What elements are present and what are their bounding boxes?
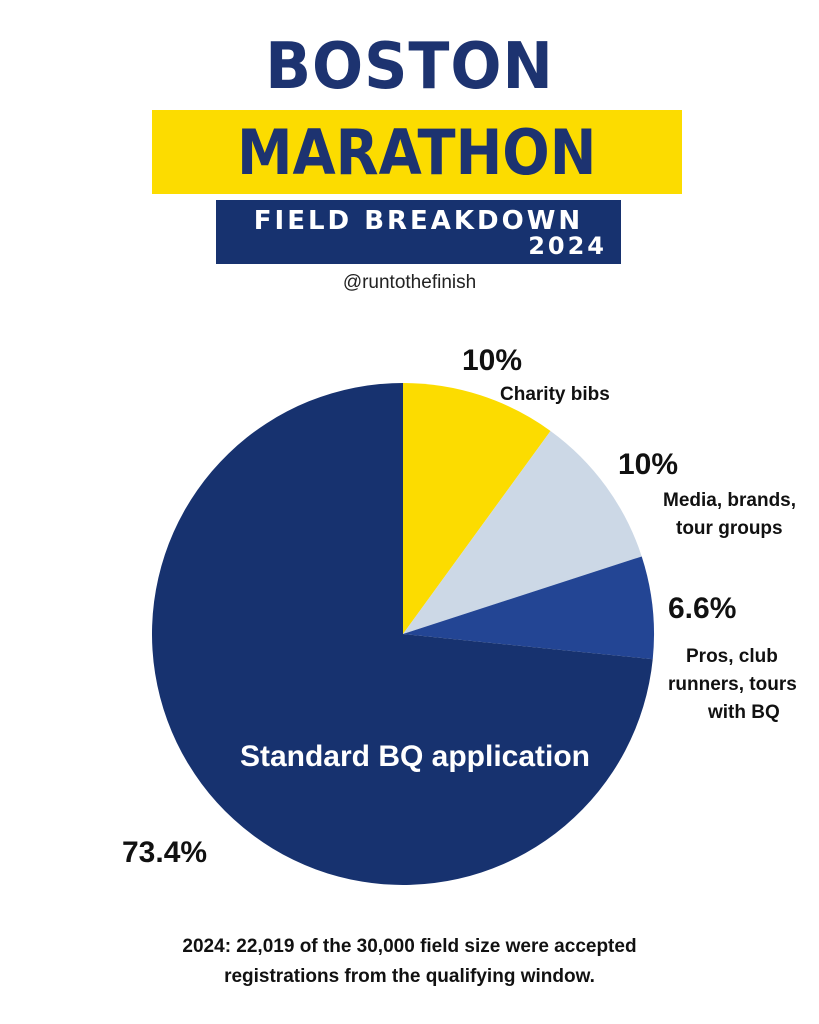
subtitle-field-breakdown: FIELD BREAKDOWN [253,206,584,236]
media-pct-label: 10% [618,448,679,481]
pie-slice-pros-club-runners-tours-with-bq [403,556,654,660]
footnote: 2024: 22,019 of the 30,000 field size we… [0,932,819,992]
charity-pct-label: 10% [462,344,523,377]
pros-name-label-2: runners, tours [668,674,797,695]
media-name-label-2: tour groups [676,518,783,539]
subtitle-navy-box [216,200,621,264]
pie-slice-media-brands-tour-groups [403,430,642,634]
footnote-line-1: 2024: 22,019 of the 30,000 field size we… [182,936,637,957]
title-boston: BOSTON [265,30,554,104]
pros-pct-label: 6.6% [668,592,737,625]
pros-name-label-1: Pros, club [686,646,778,667]
pros-name-label-3: with BQ [708,702,780,723]
standard-name-label: Standard BQ application [239,740,591,773]
media-name-label-1: Media, brands, [663,490,797,511]
pie-chart [151,383,654,885]
title-marathon: MARATHON [237,115,597,189]
standard-pct-label: 73.4% [122,836,208,869]
title-yellow-band [152,110,682,194]
footnote-line-2: registrations from the qualifying window… [224,966,595,987]
title-band: MARATHON [152,110,682,194]
subtitle-box: FIELD BREAKDOWN 2024 [216,200,621,264]
pie-slice-charity-bibs [403,383,551,634]
pie-slice-standard-bq-application [151,383,653,885]
subtitle-year: 2024 [528,232,607,260]
social-handle: @runtothefinish [342,272,477,293]
charity-name-label: Charity bibs [500,384,610,405]
